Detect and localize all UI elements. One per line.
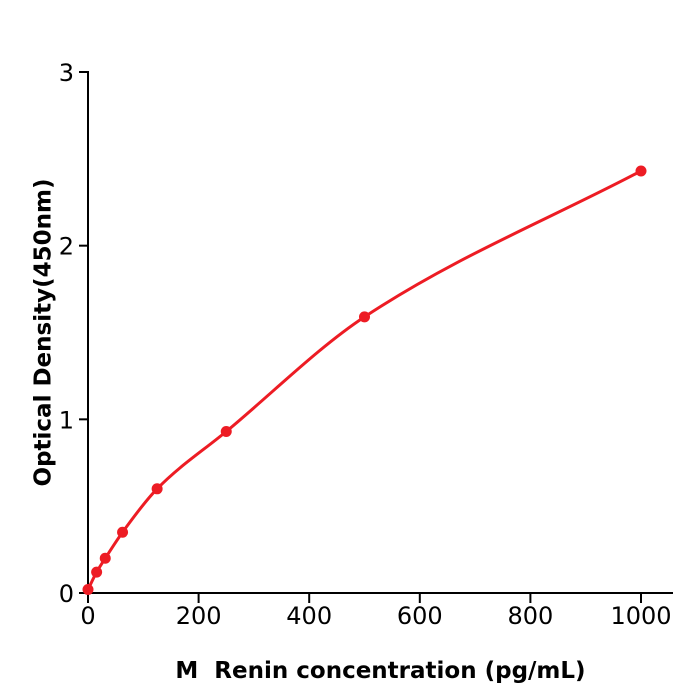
x-tick-label: 200 (176, 602, 222, 630)
data-point (117, 526, 129, 538)
data-point (151, 483, 163, 495)
x-tick-label: 800 (507, 602, 553, 630)
x-tick-label: 400 (286, 602, 332, 630)
x-tick-label: 0 (80, 602, 95, 630)
data-point (82, 584, 94, 596)
data-point (99, 552, 111, 564)
y-tick-label: 2 (59, 233, 74, 261)
x-axis-title: M Renin concentration (pg/mL) (175, 658, 586, 684)
data-point (91, 566, 103, 578)
data-point (359, 311, 370, 323)
x-tick-label: 1000 (610, 602, 671, 630)
x-tick-label: 600 (397, 602, 443, 630)
data-point (220, 425, 232, 437)
y-tick-label: 0 (59, 580, 74, 608)
data-point (635, 165, 647, 177)
y-axis-title: Optical Density(450nm) (30, 178, 57, 487)
y-tick-label: 1 (59, 406, 74, 434)
y-tick-label: 3 (59, 59, 74, 87)
fit-curve (86, 169, 643, 592)
